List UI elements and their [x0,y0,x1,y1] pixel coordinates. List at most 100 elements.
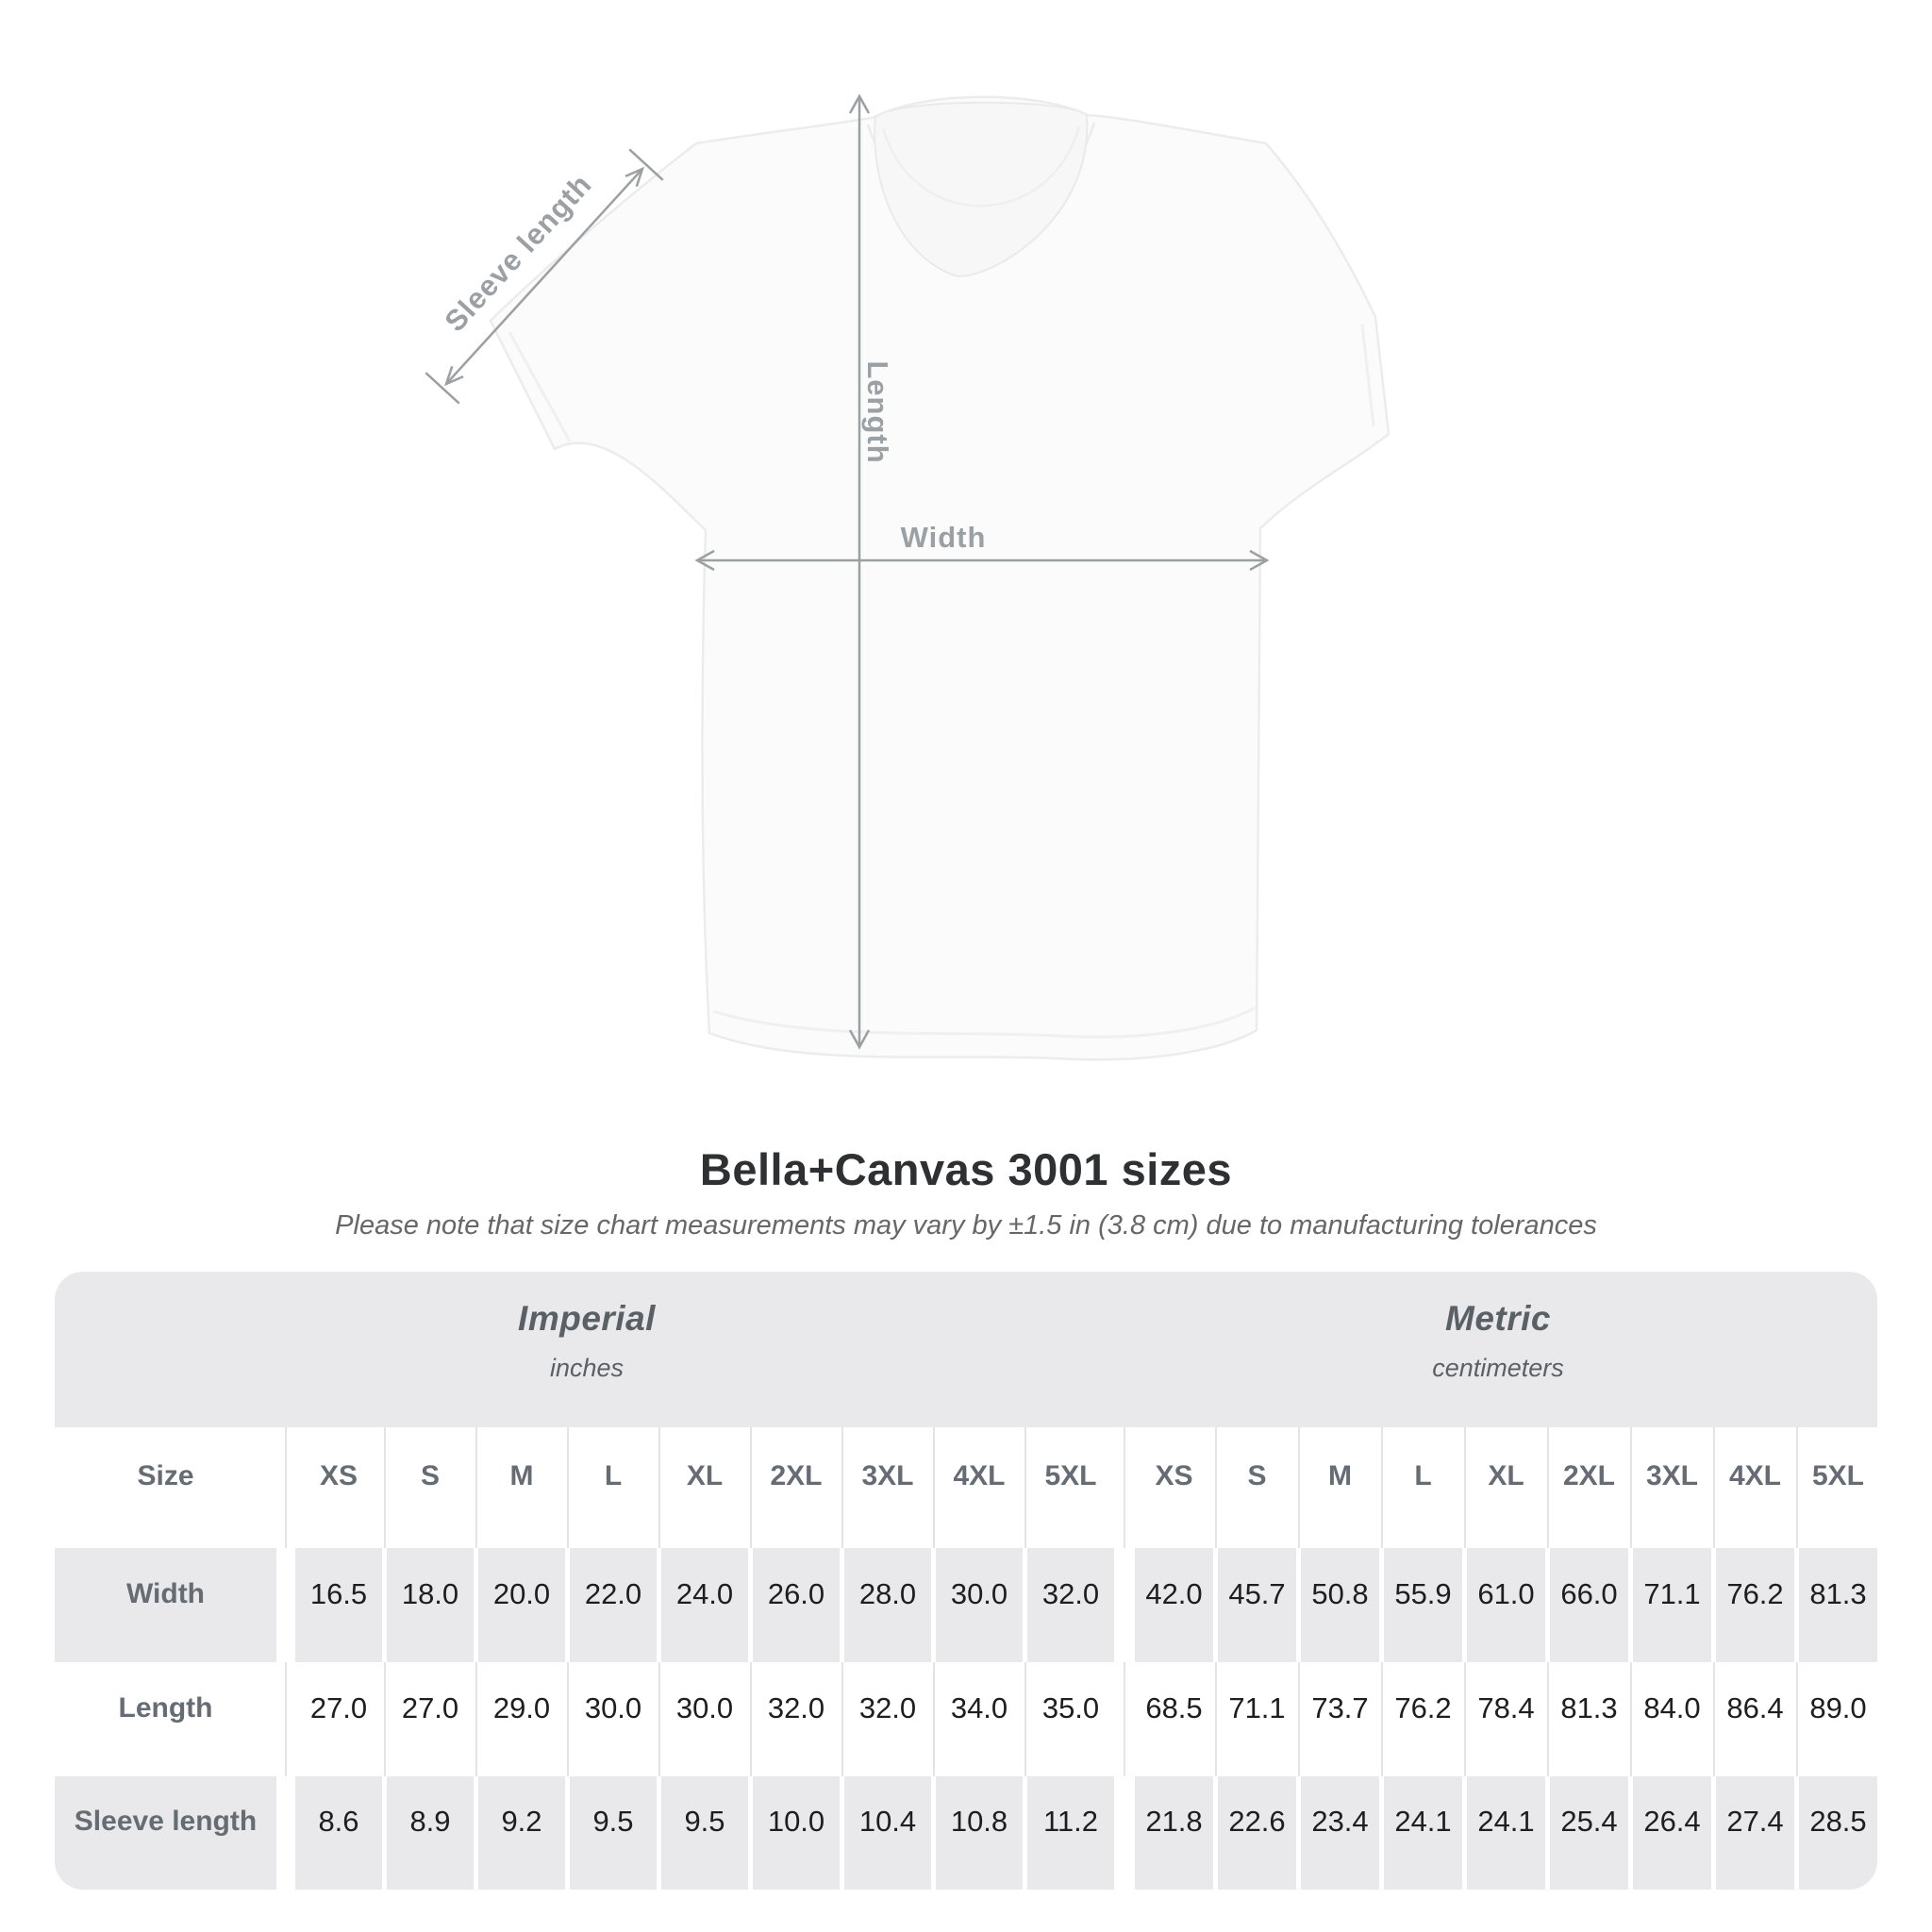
size-col-header: S [1218,1427,1300,1548]
size-table: Imperial inches Metric centimeters Size X… [55,1272,1877,1890]
table-cell: 28.0 [844,1548,931,1662]
table-cell: 11.2 [1027,1776,1114,1890]
table-cell: 8.9 [387,1776,474,1890]
table-cell: 20.0 [478,1548,565,1662]
size-col-header: 4XL [1716,1427,1798,1548]
table-cell: 86.4 [1716,1662,1798,1776]
row-label: Length [118,1691,213,1724]
table-cell: 9.2 [478,1776,565,1890]
table-cell: 22.0 [570,1548,657,1662]
row-label: Width [55,1548,276,1662]
table-cell: 9.5 [570,1776,657,1890]
table-cell: 76.2 [1384,1662,1466,1776]
size-col-header: 2XL [1550,1427,1632,1548]
table-cell: 24.1 [1384,1776,1462,1890]
table-cell: 23.4 [1301,1776,1379,1890]
column-gap [1119,1776,1130,1890]
table-cell: 27.0 [387,1662,477,1776]
size-col-header: M [478,1427,569,1548]
table-cell: 26.4 [1633,1776,1711,1890]
table-cell: 71.1 [1633,1548,1711,1662]
table-cell: 71.1 [1218,1662,1300,1776]
table-cell: 16.5 [295,1548,382,1662]
table-cell: 34.0 [936,1662,1026,1776]
row-label: Sleeve length [55,1776,276,1890]
table-cell: 32.0 [753,1662,843,1776]
measurement-arrows [425,93,1270,1050]
table-cell: 10.4 [844,1776,931,1890]
table-cell: 28.5 [1799,1776,1877,1890]
size-col-header: 2XL [753,1427,843,1548]
width-label: Width [901,521,987,554]
size-col-header: L [570,1427,660,1548]
table-cell: 27.4 [1716,1776,1794,1890]
collar-opening [874,101,1089,277]
table-cell: 24.1 [1467,1776,1545,1890]
length-label: Length [861,360,894,463]
table-cell: 76.2 [1716,1548,1794,1662]
table-cell: 84.0 [1633,1662,1715,1776]
size-col-header: 5XL [1811,1460,1865,1491]
table-cell: 9.5 [661,1776,748,1890]
size-col-header: 3XL [1633,1427,1715,1548]
imperial-label: Imperial [518,1299,656,1338]
size-col-header: 5XL [1044,1460,1097,1491]
column-gap [281,1548,291,1662]
metric-group-header: Metric centimeters [1119,1272,1877,1427]
column-gap [1119,1427,1130,1548]
tshirt-shape [489,95,1391,1061]
table-cell: 30.0 [661,1662,752,1776]
column-gap [281,1662,291,1776]
size-col-header: S [387,1427,477,1548]
table-cell: 29.0 [478,1662,569,1776]
column-gap [1119,1662,1130,1776]
column-gap [281,1427,291,1548]
size-diagram: Sleeve length Length Width [425,93,1391,1061]
table-cell: 32.0 [844,1662,935,1776]
size-grid: Size XS S M L XL 2XL 3XL 4XL 5XL XS S M L XL 2XL 3XL 4XL 5… [55,1427,1877,1890]
row-label: Size [137,1460,194,1491]
size-col-header: XS [295,1427,386,1548]
unit-group-header: Imperial inches Metric centimeters [55,1272,1877,1427]
width-arrow [694,549,1270,572]
size-col-header: M [1301,1427,1383,1548]
size-col-header: 4XL [936,1427,1026,1548]
metric-label: Metric [1445,1299,1551,1338]
sleeve-length-arrow [425,148,664,405]
table-cell: 22.6 [1218,1776,1296,1890]
table-cell: 21.8 [1135,1776,1213,1890]
page-subtitle: Please note that size chart measurements… [335,1210,1597,1241]
table-cell: 68.5 [1135,1662,1217,1776]
hem-stitch [712,1006,1256,1039]
table-cell: 55.9 [1384,1548,1462,1662]
column-gap [281,1776,291,1890]
table-cell: 30.0 [570,1662,660,1776]
table-cell: 81.3 [1799,1548,1877,1662]
table-cell: 78.4 [1467,1662,1549,1776]
size-col-header: XL [661,1427,752,1548]
table-cell: 26.0 [753,1548,840,1662]
table-cell: 8.6 [295,1776,382,1890]
table-cell: 30.0 [936,1548,1023,1662]
table-cell: 50.8 [1301,1548,1379,1662]
table-cell: 73.7 [1301,1662,1383,1776]
imperial-unit-label: inches [549,1354,625,1382]
table-cell: 61.0 [1467,1548,1545,1662]
column-gap [1119,1548,1130,1662]
table-cell: 10.8 [936,1776,1023,1890]
table-cell: 18.0 [387,1548,474,1662]
table-cell: 66.0 [1550,1548,1628,1662]
table-cell: 35.0 [1041,1690,1100,1724]
page-title: Bella+Canvas 3001 sizes [699,1144,1233,1194]
table-cell: 81.3 [1550,1662,1632,1776]
table-cell: 10.0 [753,1776,840,1890]
size-col-header: 3XL [844,1427,935,1548]
collar-stitch [881,125,1081,208]
metric-unit-label: centimeters [1432,1354,1564,1382]
size-col-header: XL [1467,1427,1549,1548]
table-cell: 24.0 [661,1548,748,1662]
table-cell: 89.0 [1809,1690,1867,1724]
table-cell: 27.0 [295,1662,386,1776]
tshirt-illustration: Sleeve length Length Width [425,93,1391,1061]
table-cell: 25.4 [1550,1776,1628,1890]
